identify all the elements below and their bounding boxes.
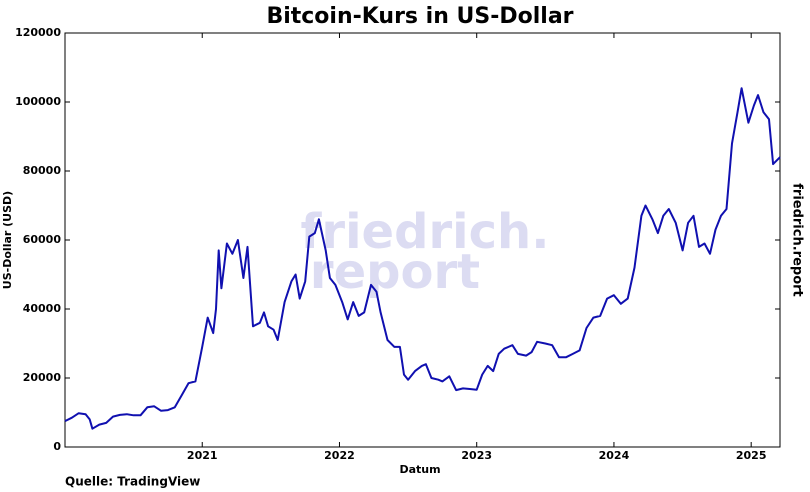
y-tick-label: 20000 <box>23 371 62 384</box>
x-tick-label: 2022 <box>324 449 355 462</box>
y-tick-label: 80000 <box>23 164 62 177</box>
watermark: friedrich. report <box>301 204 550 300</box>
y-tick-label: 60000 <box>23 233 62 246</box>
x-tick-label: 2024 <box>599 449 630 462</box>
watermark-line: friedrich. <box>301 204 550 260</box>
x-axis-label: Datum <box>399 463 440 476</box>
x-tick-label: 2023 <box>461 449 492 462</box>
y-axis-label: US-Dollar (USD) <box>1 191 14 289</box>
source-label: Quelle: TradingView <box>65 475 200 489</box>
chart-title: Bitcoin-Kurs in US-Dollar <box>266 4 573 29</box>
watermark-line: report <box>310 244 480 300</box>
y-tick-label: 100000 <box>15 95 61 108</box>
price-line <box>64 87 781 430</box>
x-tick-label: 2025 <box>736 449 767 462</box>
brand-label: friedrich.report <box>790 183 805 297</box>
y-tick-label: 120000 <box>15 26 61 39</box>
x-tick-label: 2021 <box>187 449 218 462</box>
y-tick-label: 40000 <box>23 302 62 315</box>
y-tick-label: 0 <box>53 440 61 453</box>
